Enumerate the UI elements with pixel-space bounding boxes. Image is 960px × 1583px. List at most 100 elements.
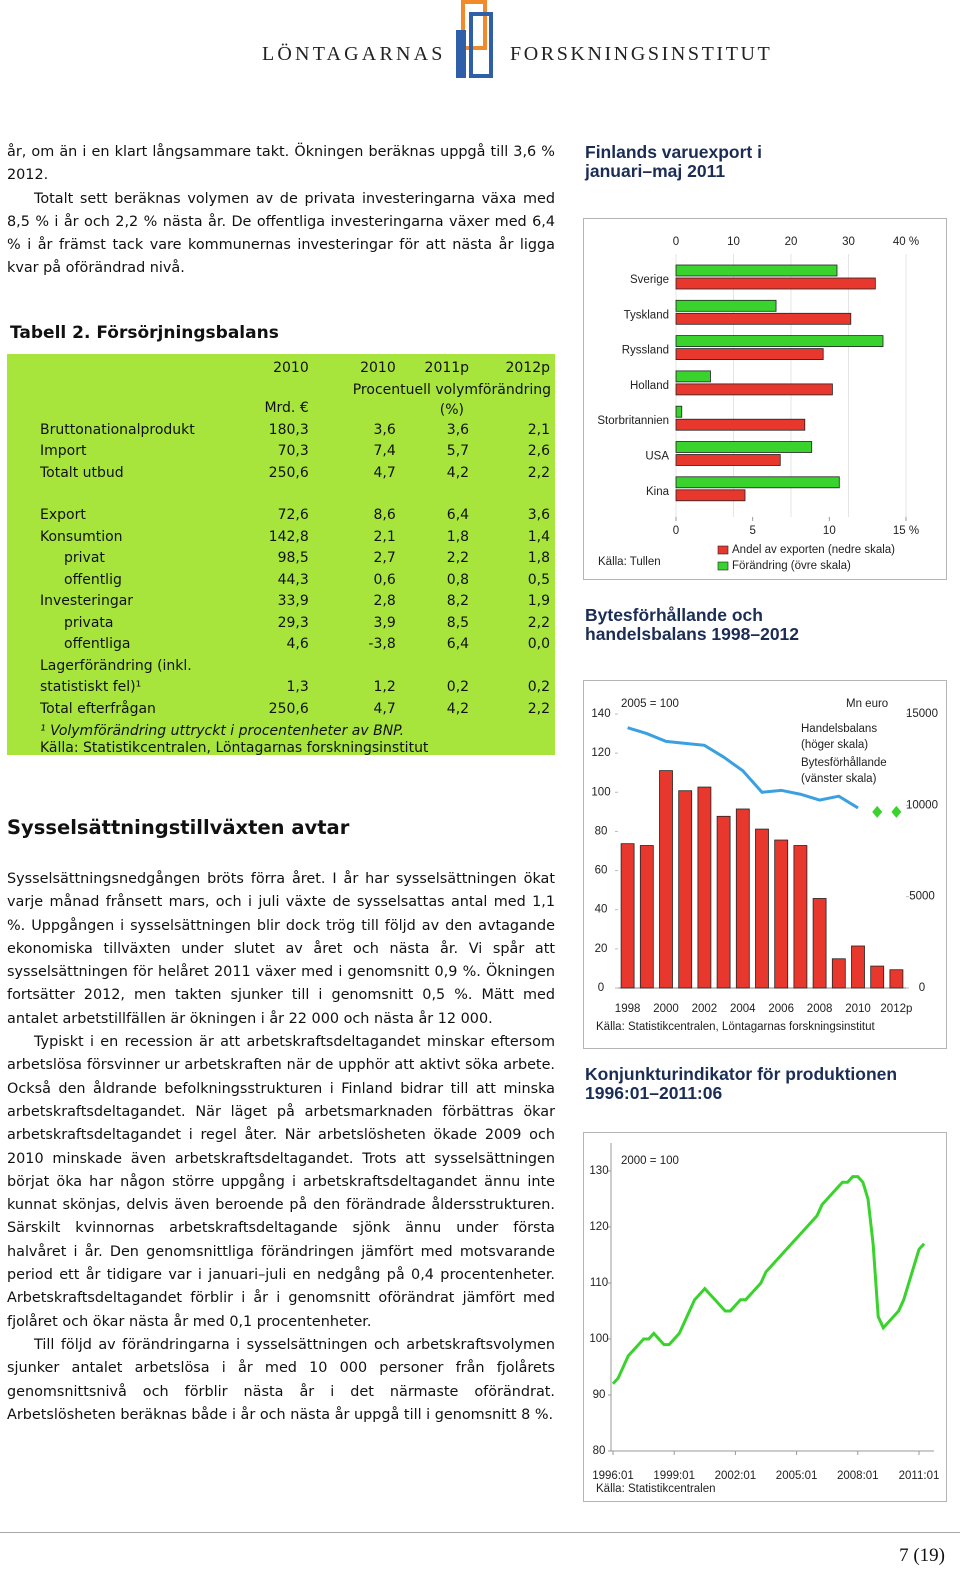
table-cell: 0,2 [527, 679, 550, 695]
row-label: privat [64, 550, 105, 566]
bar [889, 969, 904, 989]
table-cell: 250,6 [268, 700, 309, 717]
table-row: Import 70,3 7,4 5,7 2,6 [7, 441, 555, 463]
table-cell: 2,2 [527, 700, 550, 717]
x-tick-label: 2006 [768, 1003, 794, 1015]
table-cell: 0,5 [527, 571, 550, 588]
table-row: privata 29,3 3,9 8,5 2,2 [7, 613, 555, 635]
row-label: Investeringar [40, 593, 134, 609]
chart-title: Finlands varuexport i januari–maj 2011 [585, 142, 762, 181]
y-tick-label: 80 [593, 1445, 606, 1457]
y-tick-label: 90 [593, 1389, 606, 1401]
table-cell: 250,6 [268, 464, 309, 481]
table-cell: 29,3 [277, 614, 309, 631]
x-tick-label: 2010 [845, 1003, 871, 1015]
chart-source: Källa: Statistikcentralen [596, 1483, 716, 1495]
table-row: offentlig 44,3 0,6 0,8 0,5 [7, 570, 555, 592]
bar [831, 958, 846, 989]
bar [675, 312, 852, 325]
bar [675, 348, 824, 361]
bar [851, 945, 865, 989]
y-tick-label: 110 [590, 1277, 608, 1289]
logo-shape [456, 30, 466, 78]
bar [793, 845, 808, 989]
chart-title: Konjunkturindikator för produktionen 199… [585, 1064, 898, 1103]
x-tick-label: 1998 [615, 1003, 641, 1015]
axis-note: 2005 = 100 [621, 698, 679, 710]
table-row: Totalt utbud 250,6 4,7 4,2 2,2 [7, 463, 555, 485]
header-cell [7, 358, 250, 380]
bar [675, 299, 777, 312]
table-cell: 7,4 [373, 443, 396, 459]
bar [675, 370, 711, 383]
table-cell: 4,7 [373, 464, 396, 481]
row-label: offentliga [64, 636, 131, 652]
bar [675, 489, 746, 502]
table-cell: 3,6 [373, 421, 396, 438]
axis-unit: Mn euro [846, 698, 888, 710]
bar [755, 828, 769, 989]
spacer-row [7, 484, 555, 505]
table-cell: 5,7 [446, 443, 470, 459]
forecast-marker [872, 805, 883, 818]
table-cell: 4,7 [373, 700, 396, 717]
bar [675, 454, 781, 466]
table-cell: 3,9 [373, 614, 396, 631]
footer-rule [0, 1532, 960, 1533]
x-tick-label: 2011:01 [899, 1470, 940, 1482]
chart-source: Källa: Tullen [598, 556, 661, 568]
logo-right: FORSKNINGSINSTITUT [510, 43, 773, 65]
table-row: Bruttonationalprodukt 180,3 3,6 3,6 2,1 [7, 420, 555, 442]
table-cell: 8,2 [446, 593, 470, 609]
unit-header: Procentuell volymförändring (%) [352, 381, 551, 418]
x2-tick-label: 0 [673, 236, 679, 248]
section-heading: Sysselsättningstillväxten avtar [7, 816, 350, 839]
table-row: privat 98,5 2,7 2,2 1,8 [7, 548, 555, 570]
x-tick-label: 2008 [807, 1003, 833, 1015]
paragraph: Till följd av förändringarna i sysselsät… [7, 1336, 555, 1423]
chart-box: 80 90 100 110 120 130 1996:01 1999:01 2002:01 200… [583, 1132, 947, 1502]
table-cell: 1,4 [527, 528, 550, 545]
table-cell: 2,7 [373, 550, 396, 566]
table-source: Källa: Statistikcentralen, Löntagarnas f… [40, 740, 429, 756]
table-cell: 142,8 [268, 528, 309, 545]
x-tick-label: 2005:01 [776, 1470, 818, 1482]
table-cell: 44,3 [277, 571, 309, 588]
table-cell: -3,8 [368, 636, 396, 652]
table-cell: 8,6 [373, 507, 396, 523]
legend-swatch [717, 545, 729, 555]
y2-tick-label: 0 [919, 982, 925, 994]
category-label: USA [645, 451, 669, 463]
header-row: 2010 2010 2011p 2012p [7, 358, 555, 380]
x-tick-label: 1999:01 [653, 1470, 695, 1482]
y-tick-label: 60 [595, 865, 608, 877]
y-tick-label: 20 [595, 943, 608, 955]
row-label: offentlig [64, 571, 122, 588]
table-cell: 1,2 [373, 679, 396, 695]
table-cell: 72,6 [277, 507, 309, 523]
line [627, 726, 859, 810]
axis-note: 2000 = 100 [621, 1155, 679, 1167]
category-label: Ryssland [622, 345, 669, 357]
paragraph: Totalt sett beräknas volymen av de priva… [7, 190, 555, 277]
category-label: Tyskland [624, 309, 669, 321]
chart-title: Bytesförhållande och handelsbalans 1998–… [585, 605, 800, 644]
page-number: 7 (19) [899, 1545, 945, 1566]
x-tick-label: 15 % [893, 525, 919, 537]
table-box: 2010 2010 2011p 2012p Mrd. € Procentuell voly… [7, 354, 555, 756]
x-tick-label: 5 [749, 525, 755, 537]
table-cell: 0,6 [373, 571, 396, 588]
bar [675, 476, 840, 489]
x-tick-label: 2012p [880, 1003, 912, 1015]
x2-tick-label: 30 [842, 236, 855, 248]
bar [639, 845, 654, 989]
data-table: 2010 2010 2011p 2012p Mrd. € Procentuell voly… [7, 358, 555, 720]
y2-tick-label: 15000 [906, 708, 938, 720]
line [611, 1175, 926, 1385]
table-cell: 2,2 [446, 550, 470, 566]
column-header: 2012p [505, 360, 550, 376]
bar [675, 383, 833, 396]
y-tick-label: 40 [595, 904, 608, 916]
bar [675, 277, 876, 290]
bar [697, 786, 712, 989]
